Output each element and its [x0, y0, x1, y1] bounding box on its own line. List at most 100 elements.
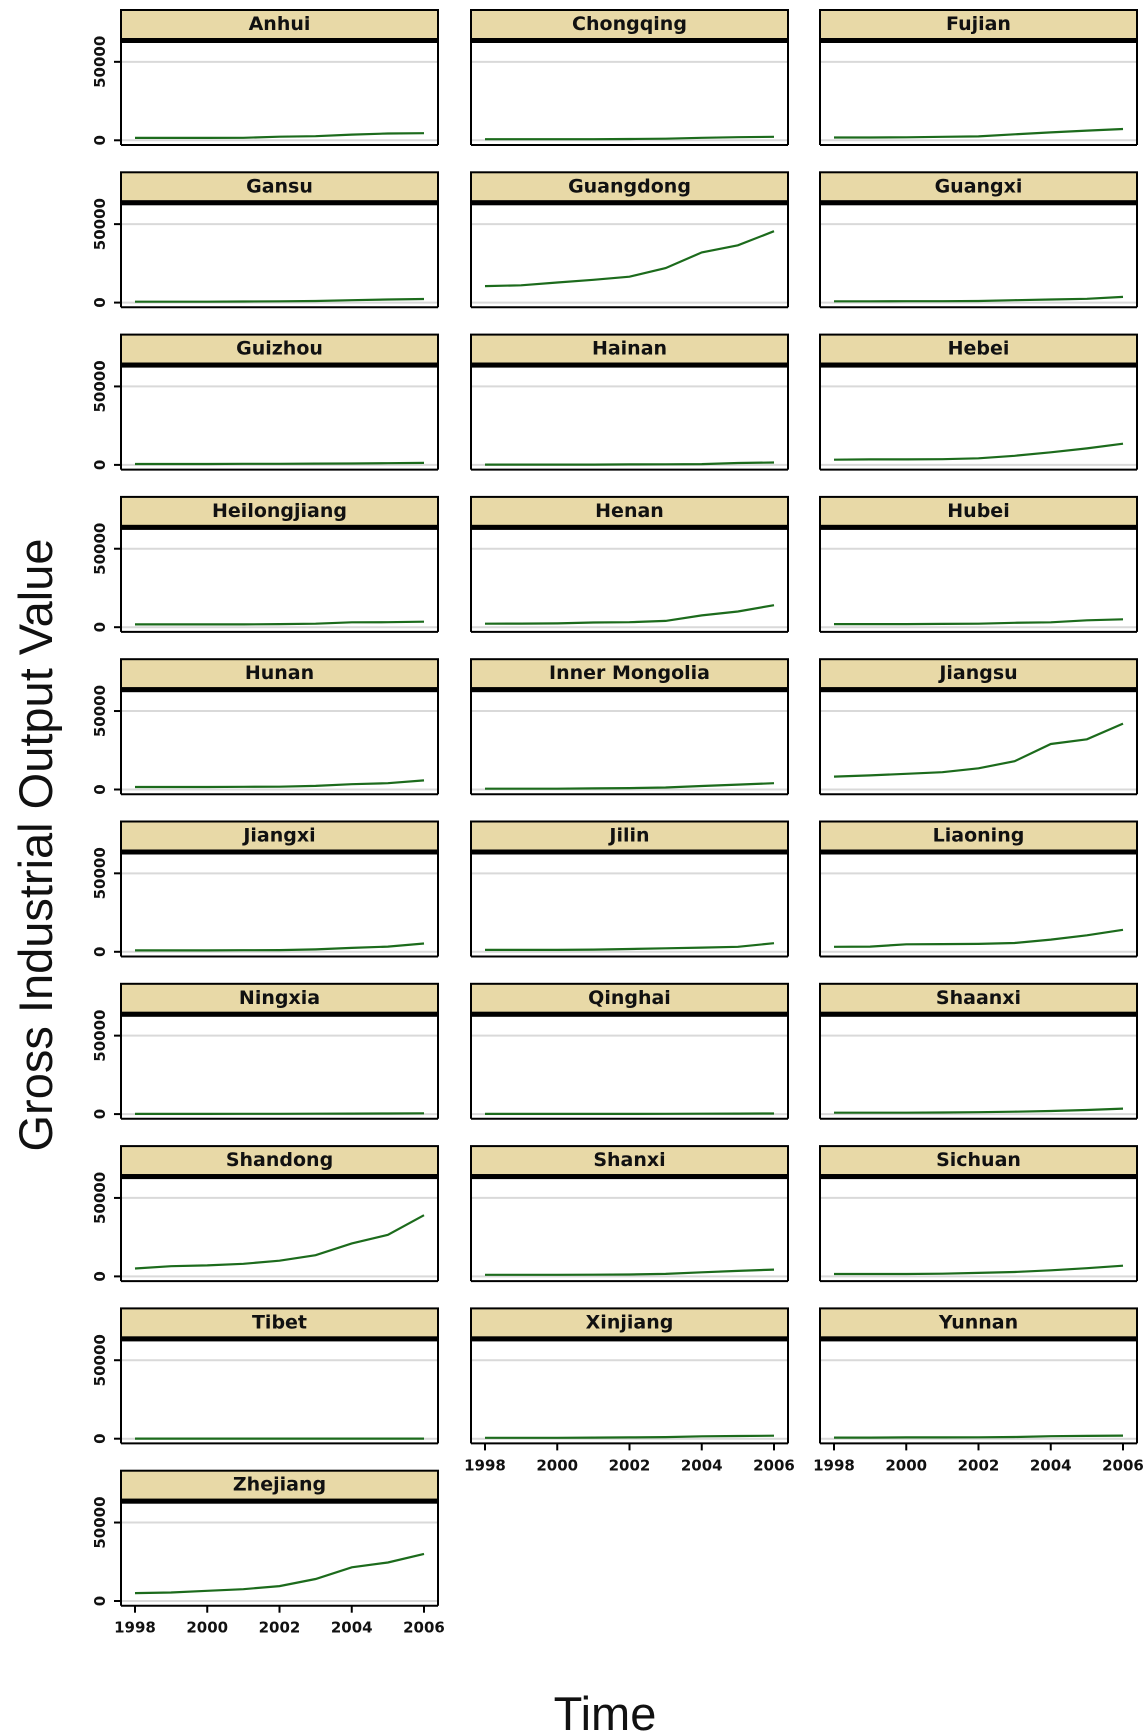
- panel-zhejiang: Zhejiang 0 50000 1998 2000 2002 2004 2006: [91, 1469, 445, 1637]
- series-line: [135, 132, 425, 139]
- x-tick-label: 2000: [536, 1456, 578, 1474]
- series-line: [484, 230, 775, 288]
- panel-guangdong: Guangdong: [470, 171, 789, 309]
- x-axis-label: Time: [554, 1687, 657, 1735]
- panel-title: Jiangsu: [937, 662, 1017, 684]
- panel-guizhou: Guizhou 0 50000: [91, 333, 439, 471]
- panel-title: Chongqing: [572, 13, 687, 35]
- panel-title: Xinjiang: [586, 1311, 674, 1333]
- panel-title: Tibet: [252, 1311, 307, 1333]
- y-axis-label: Gross Industrial Output Value: [9, 538, 62, 1151]
- y-tick-label: 0: [91, 460, 109, 470]
- x-tick-label: 1998: [114, 1619, 156, 1637]
- panel-strip-underline: [820, 200, 1137, 206]
- panel-henan: Henan: [470, 495, 789, 633]
- panel-title: Guizhou: [236, 338, 323, 360]
- panel-xinjiang: Xinjiang 1998 2000 2002 2004 2006: [464, 1307, 795, 1474]
- series-line: [834, 295, 1124, 303]
- panel-strip-underline: [471, 38, 788, 43]
- x-tick-label: 2006: [403, 1619, 445, 1637]
- series-line: [134, 1214, 425, 1270]
- panel-title: Henan: [595, 500, 664, 522]
- series-line: [135, 620, 425, 626]
- x-tick-label: 1998: [464, 1456, 506, 1474]
- panel-title: Heilongjiang: [212, 500, 347, 522]
- panel-title: Inner Mongolia: [549, 662, 710, 684]
- panel-jiangsu: Jiangsu: [819, 658, 1138, 796]
- panel-title: Hubei: [947, 500, 1009, 522]
- series-line: [833, 722, 1124, 778]
- x-tick-label: 2002: [259, 1619, 301, 1637]
- x-tick-label: 2002: [958, 1456, 1000, 1474]
- panel-hebei: Hebei: [819, 333, 1138, 471]
- y-tick-label: 50000: [91, 847, 109, 899]
- panel-title: Shaanxi: [936, 987, 1021, 1009]
- x-tick-label: 2006: [753, 1456, 795, 1474]
- panel-strip-underline: [820, 1011, 1137, 1017]
- y-tick-label: 50000: [91, 36, 109, 88]
- panel-strip-underline: [820, 1174, 1137, 1180]
- panel-strip-underline: [121, 524, 438, 530]
- y-tick-label: 50000: [91, 685, 109, 737]
- y-tick-label: 0: [91, 135, 109, 145]
- y-tick-label: 0: [91, 297, 109, 307]
- panel-strip-underline: [121, 1174, 438, 1180]
- y-tick-label: 50000: [91, 1334, 109, 1386]
- panel-hunan: Hunan 0 50000: [91, 658, 439, 796]
- series-line: [135, 461, 425, 466]
- panel-strip-underline: [820, 38, 1137, 43]
- y-tick-label: 50000: [91, 198, 109, 250]
- x-tick-label: 1998: [813, 1456, 855, 1474]
- panel-title: Jilin: [607, 825, 649, 847]
- series-line: [134, 1552, 425, 1595]
- panel-gansu: Gansu 0 50000: [91, 171, 439, 309]
- x-tick-label: 2002: [609, 1456, 651, 1474]
- panel-yunnan: Yunnan 1998 2000 2002 2004 2006: [813, 1307, 1144, 1474]
- panel-ningxia: Ningxia 0 50000: [91, 982, 439, 1120]
- series-line: [485, 942, 775, 952]
- panel-strip-underline: [820, 362, 1137, 368]
- panel-shanxi: Shanxi: [470, 1145, 789, 1283]
- series-line: [834, 1434, 1124, 1439]
- series-line: [834, 618, 1124, 626]
- panel-strip-underline: [121, 38, 438, 43]
- panel-liaoning: Liaoning: [819, 820, 1138, 958]
- x-tick-label: 2006: [1102, 1456, 1144, 1474]
- y-tick-label: 50000: [91, 1010, 109, 1062]
- panel-title: Jiangxi: [241, 825, 315, 847]
- panel-title: Shandong: [226, 1149, 333, 1171]
- panel-hainan: Hainan: [470, 333, 789, 471]
- panel-title: Zhejiang: [233, 1474, 326, 1496]
- series-line: [135, 779, 425, 789]
- panel-strip-underline: [820, 687, 1137, 693]
- panel-strip-underline: [471, 200, 788, 206]
- series-line: [485, 1434, 775, 1439]
- x-tick-label: 2004: [1030, 1456, 1072, 1474]
- panel-title: Yunnan: [938, 1311, 1018, 1333]
- panel-strip-underline: [471, 1011, 788, 1017]
- series-line: [485, 1268, 775, 1276]
- panel-qinghai: Qinghai: [470, 982, 789, 1120]
- panel-anhui: Anhui 0 50000: [91, 9, 439, 146]
- panel-jilin: Jilin: [470, 820, 789, 958]
- x-tick-label: 2004: [331, 1619, 373, 1637]
- series-line: [834, 1107, 1124, 1114]
- panel-strip-underline: [471, 849, 788, 855]
- y-tick-label: 0: [91, 1433, 109, 1443]
- y-tick-label: 0: [91, 947, 109, 957]
- panel-inner-mongolia: Inner Mongolia: [470, 658, 789, 796]
- panel-title: Guangxi: [935, 175, 1023, 197]
- panel-strip-underline: [121, 200, 438, 206]
- series-line: [485, 135, 775, 141]
- panel-heilongjiang: Heilongjiang 0 50000: [91, 495, 439, 633]
- y-tick-label: 50000: [91, 523, 109, 575]
- series-line: [833, 928, 1124, 948]
- panel-sichuan: Sichuan: [819, 1145, 1138, 1283]
- y-tick-label: 0: [91, 784, 109, 794]
- panel-strip: [470, 9, 789, 40]
- panel-strip-underline: [121, 1498, 438, 1504]
- panel-title: Qinghai: [588, 987, 671, 1009]
- series-line: [485, 782, 775, 790]
- panel-guangxi: Guangxi: [819, 171, 1138, 309]
